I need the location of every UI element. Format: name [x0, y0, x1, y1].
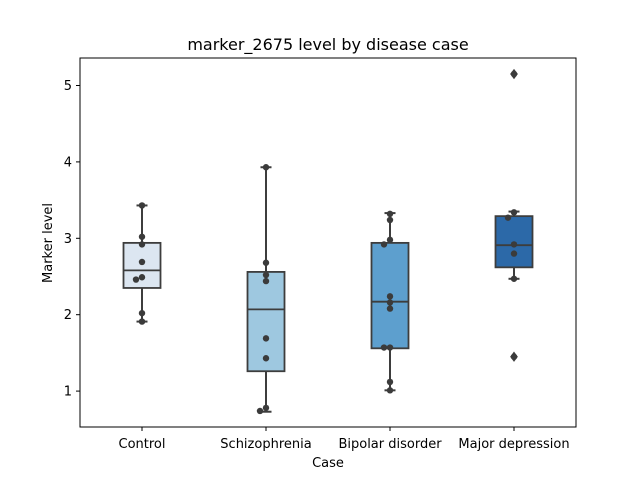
data-point	[386, 236, 394, 244]
y-tick-label: 2	[64, 308, 72, 323]
data-point	[510, 250, 518, 257]
data-point	[510, 353, 518, 360]
data-point	[386, 305, 394, 312]
data-point	[386, 344, 394, 351]
data-point	[256, 407, 264, 415]
data-point	[262, 404, 270, 412]
x-tick-label: Schizophrenia	[220, 437, 311, 452]
data-point	[138, 309, 146, 317]
data-point	[504, 214, 512, 221]
x-tick-label: Major depression	[458, 437, 569, 452]
data-point	[510, 275, 518, 282]
box-body	[122, 241, 162, 289]
data-point	[138, 241, 146, 248]
data-point	[138, 258, 146, 266]
data-point	[262, 335, 270, 342]
data-point	[510, 241, 518, 248]
data-point	[386, 387, 394, 394]
data-point	[386, 216, 394, 224]
data-point	[138, 318, 146, 325]
y-tick-label: 4	[64, 155, 72, 170]
data-point	[380, 344, 388, 351]
data-point	[380, 241, 388, 248]
y-tick-label: 1	[64, 385, 72, 400]
x-tick-label: Bipolar disorder	[338, 437, 442, 452]
x-axis-label: Case	[312, 456, 344, 471]
data-point	[262, 277, 270, 285]
data-point	[510, 70, 518, 78]
data-point	[262, 271, 270, 279]
data-point	[262, 164, 270, 171]
y-tick-label: 5	[64, 79, 72, 94]
box-schizophrenia	[246, 166, 286, 413]
plot-frame	[79, 57, 577, 428]
chart-title: marker_2675 level by disease case	[187, 35, 468, 55]
data-point	[262, 259, 270, 266]
x-tick-label: Control	[119, 437, 166, 452]
data-point	[262, 355, 270, 362]
y-tick-label: 3	[64, 232, 72, 247]
data-point	[510, 209, 518, 216]
data-point	[386, 299, 394, 306]
data-point	[386, 378, 394, 386]
plot-area: 1 2 3 4 5 Control Schizophrenia Bipolar disorde…	[64, 57, 577, 452]
data-point	[386, 293, 394, 300]
data-point	[386, 210, 394, 218]
box-body	[246, 271, 286, 373]
data-point	[138, 274, 146, 281]
y-axis-label: Marker level	[41, 203, 56, 283]
data-point	[138, 233, 146, 240]
data-point	[132, 276, 140, 283]
data-point	[138, 202, 146, 209]
